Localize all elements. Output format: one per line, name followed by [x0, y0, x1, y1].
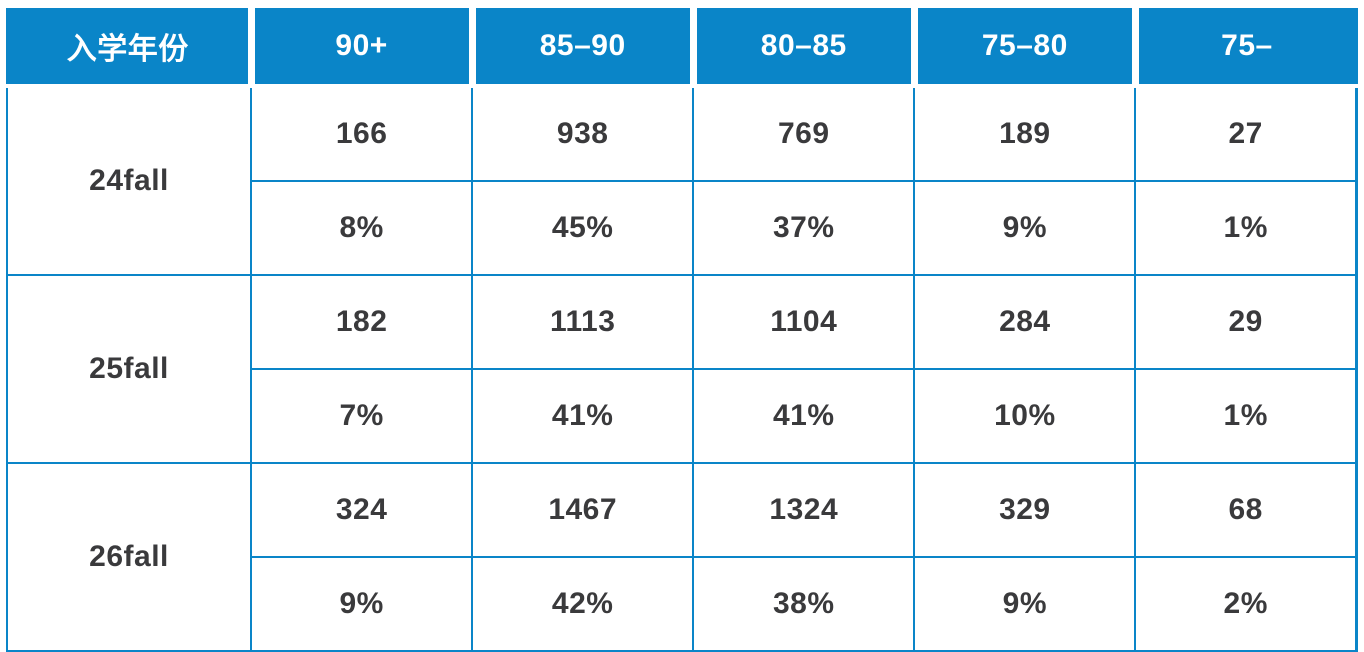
count-cell: 182 — [250, 274, 474, 370]
count-cell: 189 — [913, 85, 1137, 182]
percent-cell: 1% — [1134, 368, 1358, 464]
year-cell-24fall: 24fall — [5, 85, 253, 276]
percent-cell: 42% — [471, 556, 695, 652]
count-cell: 27 — [1134, 85, 1358, 182]
percent-cell: 10% — [913, 368, 1137, 464]
table-row-24fall-percents: 8% 45% 37% 9% 1% — [7, 180, 1358, 276]
count-cell: 284 — [913, 274, 1137, 370]
count-cell: 68 — [1134, 462, 1358, 558]
year-cell-25fall: 25fall — [5, 274, 253, 464]
percent-cell: 41% — [471, 368, 695, 464]
percent-cell: 9% — [250, 556, 474, 652]
count-cell: 324 — [250, 462, 474, 558]
count-cell: 938 — [471, 85, 695, 182]
count-cell: 1104 — [692, 274, 916, 370]
header-cell-90plus: 90+ — [247, 8, 473, 88]
percent-cell: 9% — [913, 180, 1137, 276]
table-row-25fall-counts: 25fall 182 1113 1104 284 29 — [5, 274, 1358, 464]
page: 入学年份 90+ 85–90 80–85 75–80 75– 24fall 16… — [0, 8, 1364, 652]
count-cell: 166 — [250, 85, 474, 182]
header-cell-enrollment-year: 入学年份 — [7, 8, 252, 88]
percent-cell: 1% — [1134, 180, 1358, 276]
percent-cell: 41% — [692, 368, 916, 464]
score-distribution-table: 入学年份 90+ 85–90 80–85 75–80 75– 24fall 16… — [5, 8, 1358, 652]
header-cell-75minus: 75– — [1131, 8, 1357, 88]
percent-cell: 7% — [250, 368, 474, 464]
header-cell-85-90: 85–90 — [468, 8, 694, 88]
percent-cell: 2% — [1134, 556, 1358, 652]
count-cell: 29 — [1134, 274, 1358, 370]
count-cell: 1467 — [471, 462, 695, 558]
table-row-26fall-percents: 9% 42% 38% 9% 2% — [7, 556, 1358, 652]
count-cell: 769 — [692, 85, 916, 182]
header-row: 入学年份 90+ 85–90 80–85 75–80 75– — [7, 8, 1357, 88]
table-row-25fall-percents: 7% 41% 41% 10% 1% — [7, 368, 1358, 464]
percent-cell: 45% — [471, 180, 695, 276]
year-cell-26fall: 26fall — [5, 462, 253, 652]
percent-cell: 8% — [250, 180, 474, 276]
count-cell: 1113 — [471, 274, 695, 370]
percent-cell: 38% — [692, 556, 916, 652]
header-cell-75-80: 75–80 — [910, 8, 1136, 88]
count-cell: 1324 — [692, 462, 916, 558]
percent-cell: 37% — [692, 180, 916, 276]
header-cell-80-85: 80–85 — [689, 8, 915, 88]
table-row-26fall-counts: 26fall 324 1467 1324 329 68 — [5, 462, 1358, 652]
count-cell: 329 — [913, 462, 1137, 558]
percent-cell: 9% — [913, 556, 1137, 652]
table-row-24fall-counts: 24fall 166 938 769 189 27 — [5, 85, 1358, 276]
